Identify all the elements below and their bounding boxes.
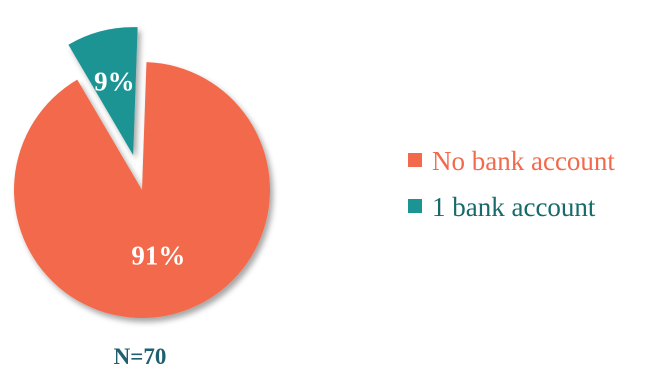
legend-swatch-no-bank-account	[408, 153, 422, 167]
legend: No bank account 1 bank account	[408, 146, 615, 222]
legend-swatch-1-bank-account	[408, 199, 422, 213]
legend-label-1-bank-account: 1 bank account	[432, 192, 596, 222]
pie-slice-no-bank-account	[13, 62, 270, 318]
pie-slice-1-bank-account	[68, 27, 138, 156]
slice-label-no-bank-account: 91%	[131, 241, 185, 271]
legend-label-no-bank-account: No bank account	[432, 146, 615, 176]
slice-label-1-bank-account: 9%	[94, 67, 135, 97]
sample-size-label: N=70	[114, 344, 167, 368]
